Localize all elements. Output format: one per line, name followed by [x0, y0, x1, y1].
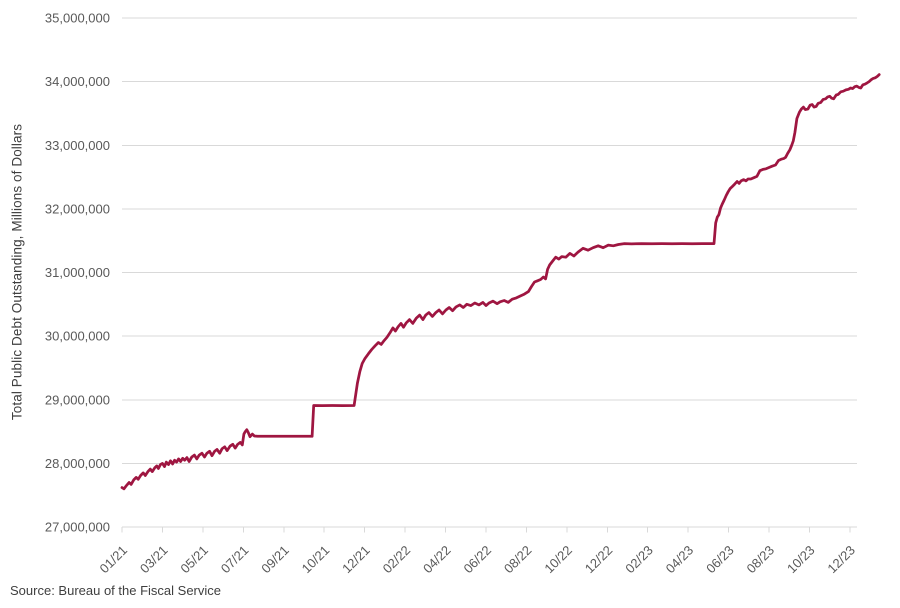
x-axis-tick-label: 10/22 — [541, 543, 575, 577]
x-axis-tick-label: 09/21 — [258, 543, 292, 577]
y-axis-tick-label: 28,000,000 — [45, 456, 110, 471]
x-axis-tick-label: 06/22 — [460, 543, 494, 577]
x-axis-tick-label: 08/22 — [501, 543, 535, 577]
debt-line-series — [120, 73, 881, 491]
y-axis-tick-label: 29,000,000 — [45, 392, 110, 407]
y-axis-tick-label: 30,000,000 — [45, 329, 110, 344]
x-axis-tick-label: 10/23 — [784, 543, 818, 577]
y-axis-tick-label: 27,000,000 — [45, 520, 110, 535]
x-axis-tick-label: 06/23 — [703, 543, 737, 577]
x-axis-tick-label: 04/23 — [663, 543, 697, 577]
x-axis-tick-label: 03/21 — [137, 543, 171, 577]
x-axis-tick-label: 01/21 — [97, 543, 131, 577]
y-axis-title: Total Public Debt Outstanding, Millions … — [9, 123, 25, 421]
x-axis-tick-label: 12/22 — [582, 543, 616, 577]
y-axis-tick-label: 35,000,000 — [45, 11, 110, 26]
x-axis-tick-label: 12/21 — [339, 543, 373, 577]
x-axis-tick-label: 07/21 — [218, 543, 252, 577]
y-axis-tick-label: 34,000,000 — [45, 74, 110, 89]
x-axis-tick-label: 12/23 — [824, 543, 858, 577]
x-axis-tick-label: 08/23 — [744, 543, 778, 577]
y-axis-tick-label: 31,000,000 — [45, 265, 110, 280]
x-axis-tick-label: 05/21 — [177, 543, 211, 577]
y-axis-tick-label: 32,000,000 — [45, 201, 110, 216]
x-axis-tick-label: 04/22 — [420, 543, 454, 577]
source-note: Source: Bureau of the Fiscal Service — [10, 583, 221, 598]
x-axis-tick-label: 02/22 — [380, 543, 414, 577]
x-axis-tick-label: 02/23 — [622, 543, 656, 577]
x-axis-tick-label: 10/21 — [299, 543, 333, 577]
y-axis-tick-label: 33,000,000 — [45, 138, 110, 153]
